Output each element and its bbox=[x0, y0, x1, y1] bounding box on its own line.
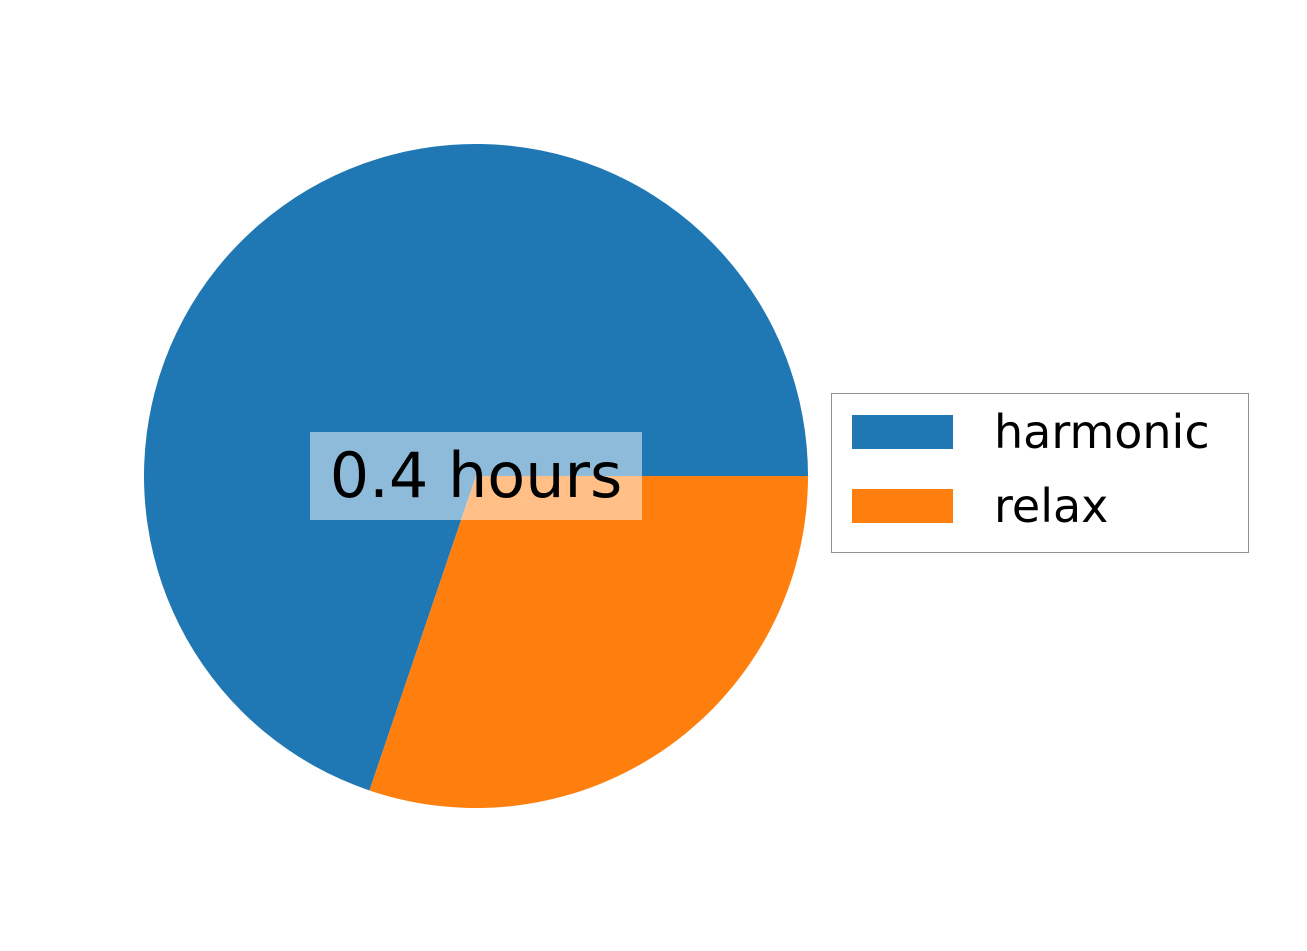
legend-entries: harmonic relax bbox=[832, 394, 1248, 552]
legend-entry-relax[interactable]: relax bbox=[852, 479, 1109, 533]
legend-swatch-icon-harmonic bbox=[852, 415, 953, 449]
legend-label-relax: relax bbox=[994, 479, 1109, 533]
legend-swatch-icon-relax bbox=[852, 489, 953, 523]
pie-wedge-relax[interactable] bbox=[369, 476, 808, 809]
pie-center-label: 0.4 hours bbox=[310, 432, 642, 520]
legend-label-harmonic: harmonic bbox=[994, 405, 1210, 459]
legend: harmonic relax bbox=[831, 393, 1249, 553]
legend-entry-harmonic[interactable]: harmonic bbox=[852, 405, 1210, 459]
pie-center-label-text: 0.4 hours bbox=[329, 439, 623, 512]
